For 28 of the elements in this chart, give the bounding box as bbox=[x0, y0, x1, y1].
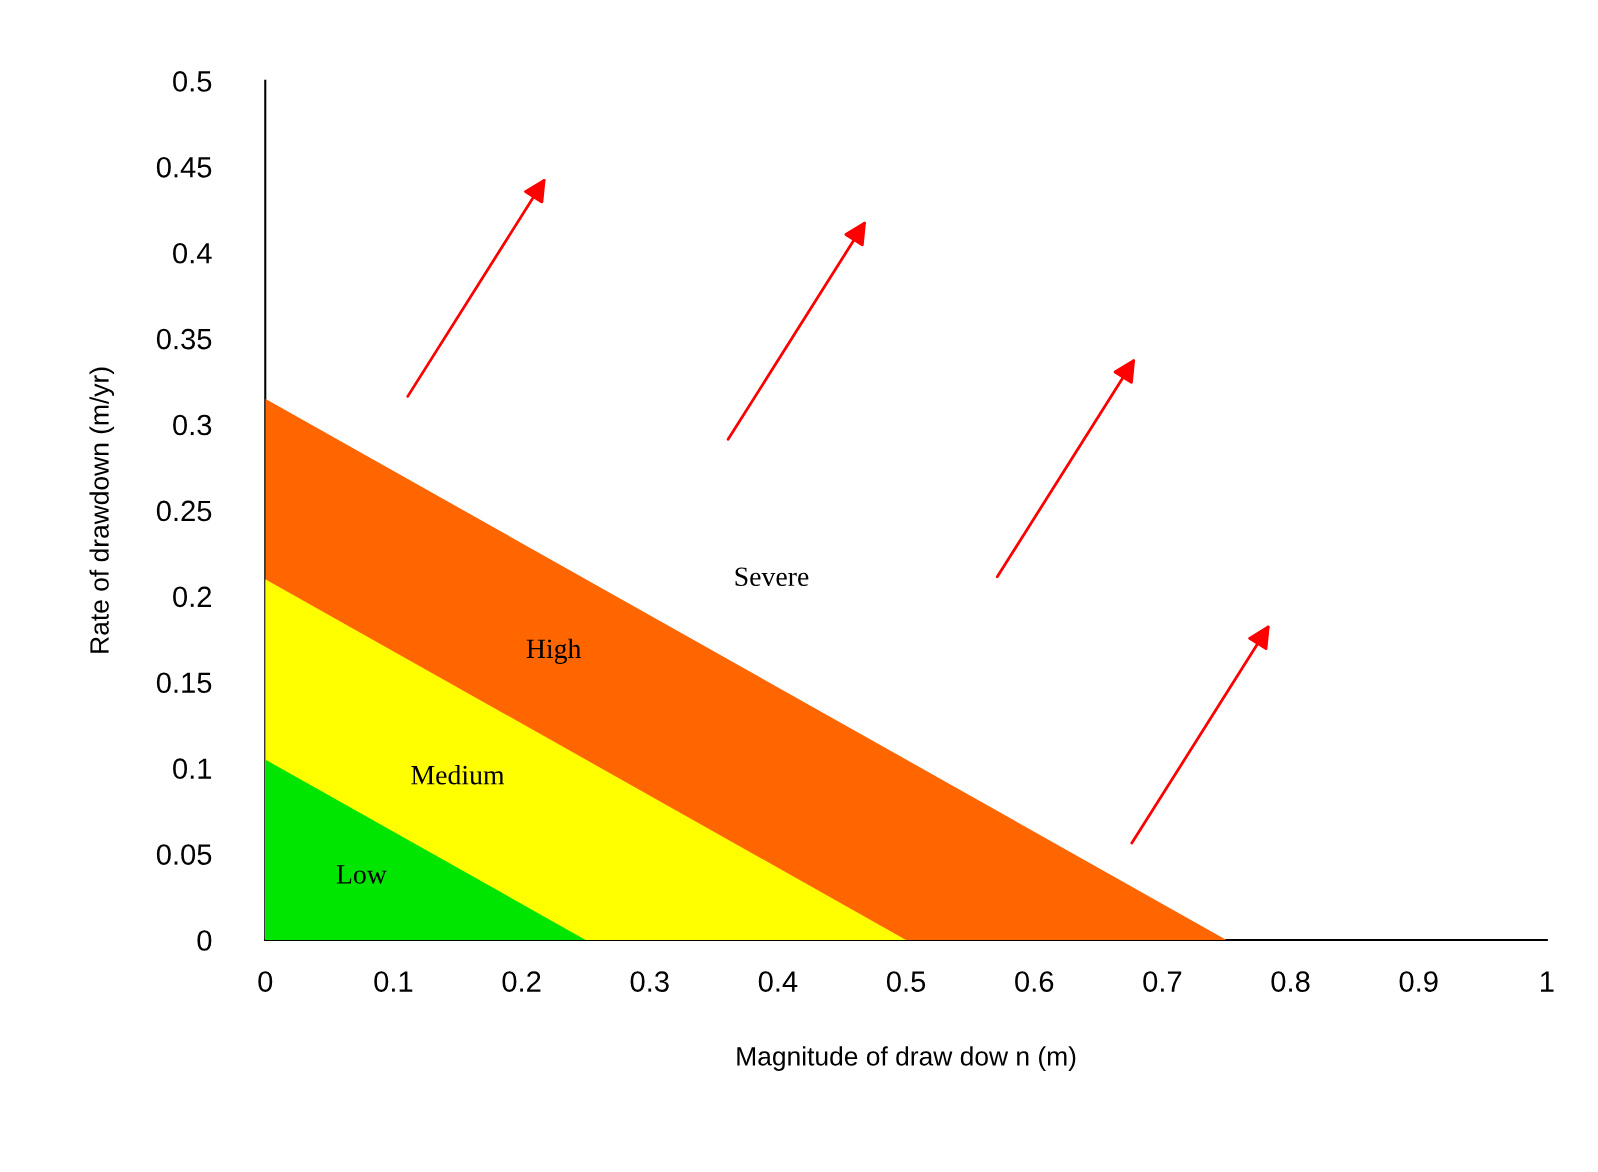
y-tick-label: 0.05 bbox=[156, 844, 212, 865]
x-tick-label: 0.3 bbox=[630, 971, 669, 992]
y-tick-label: 0.45 bbox=[156, 156, 212, 178]
y-tick-label: 0.2 bbox=[173, 586, 212, 608]
series-label: High bbox=[526, 638, 582, 664]
y-axis-title: Rate of drawdown (m/yr) bbox=[89, 367, 115, 653]
y-tick-label: 0.35 bbox=[156, 328, 212, 350]
y-tick-label: 0.5 bbox=[173, 71, 212, 92]
x-tick-label: 1 bbox=[1540, 971, 1554, 992]
x-tick-label: 0.2 bbox=[502, 971, 541, 992]
x-tick-label: 0.5 bbox=[886, 971, 926, 992]
x-tick-label: 0.1 bbox=[374, 971, 413, 992]
series-label: Medium bbox=[411, 764, 505, 785]
x-tick-label: 0.7 bbox=[1143, 971, 1182, 992]
x-tick-label: 0.4 bbox=[758, 971, 798, 992]
y-tick-label: 0.4 bbox=[173, 242, 212, 264]
y-tick-label: 0.25 bbox=[156, 500, 212, 522]
y-tick-label: 0.3 bbox=[173, 414, 212, 436]
y-tick-label: 0.1 bbox=[173, 758, 212, 779]
x-tick-label: 0.9 bbox=[1399, 971, 1438, 992]
series-label: Low bbox=[336, 865, 387, 884]
x-tick-label: 0 bbox=[258, 971, 273, 992]
y-tick-label: 0 bbox=[197, 930, 212, 951]
x-tick-label: 0.8 bbox=[1271, 971, 1310, 992]
x-tick-label: 0.6 bbox=[1015, 971, 1054, 992]
x-axis-title: Magnitude of draw dow n (m) bbox=[737, 1046, 1076, 1071]
annotation: Severe bbox=[735, 567, 809, 587]
y-tick-label: 0.15 bbox=[156, 672, 212, 694]
